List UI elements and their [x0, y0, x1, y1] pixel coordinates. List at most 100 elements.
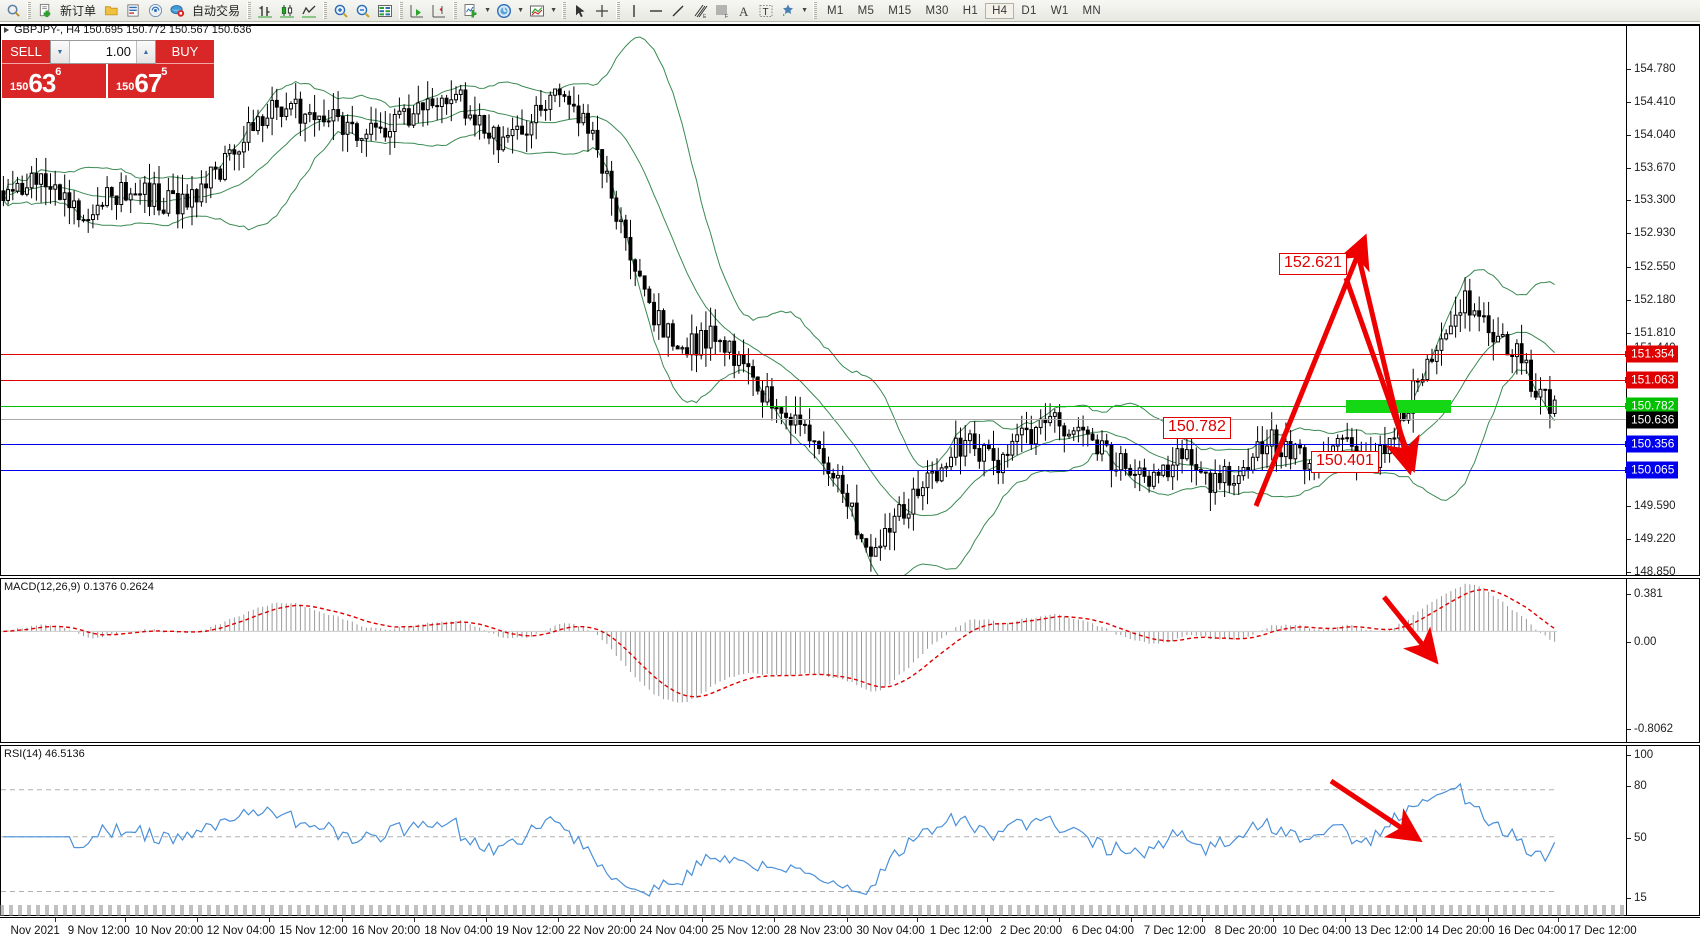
price-label-support-green[interactable]: 150.782: [1626, 397, 1679, 415]
time-axis-label: 30 Nov 04:00: [856, 925, 925, 937]
rsi-tick: 100: [1627, 749, 1653, 761]
timeframe-m30[interactable]: M30: [925, 4, 949, 17]
volume-decrease-icon[interactable]: ▼: [51, 41, 70, 63]
zoom-in-icon[interactable]: [330, 1, 352, 21]
volume-increase-icon[interactable]: ▲: [136, 41, 155, 63]
svg-text:F: F: [725, 14, 728, 19]
equidistant-channel-icon[interactable]: E: [689, 1, 711, 21]
buy-price-display[interactable]: 150 67 5: [108, 64, 214, 98]
time-axis-label: 17 Dec 12:00: [1568, 925, 1637, 937]
chevron-down-icon[interactable]: ▼: [801, 7, 808, 14]
time-axis-tick: [54, 918, 56, 922]
rsi-pane[interactable]: RSI(14) 46.5136 100 80 50 15: [0, 745, 1700, 916]
level-line-resistance-2[interactable]: [1, 377, 1631, 383]
price-chart-canvas[interactable]: 152.621 148.990 150.782 150.401 154.780 …: [1, 26, 1699, 575]
text-icon[interactable]: A: [733, 1, 755, 21]
volume-stepper[interactable]: ▼ 1.00 ▲: [50, 40, 156, 64]
price-label-resistance-1[interactable]: 151.354: [1626, 345, 1679, 363]
main-toolbar[interactable]: 新订单 自动交易: [0, 0, 1700, 22]
zoom-out-icon[interactable]: [352, 1, 374, 21]
price-label-resistance-2[interactable]: 151.063: [1626, 371, 1679, 389]
autotrading-icon[interactable]: [166, 1, 188, 21]
crosshair-icon[interactable]: [591, 1, 613, 21]
callout-green-zone[interactable]: 150.782: [1163, 417, 1231, 439]
one-click-trading-panel[interactable]: SELL ▼ 1.00 ▲ BUY 150 63 6 150 67 5: [2, 40, 214, 98]
signal-icon[interactable]: [144, 1, 166, 21]
chart-shift-icon[interactable]: [428, 1, 450, 21]
collapse-triangle-icon[interactable]: [4, 27, 9, 33]
autotrading-label[interactable]: 自动交易: [192, 4, 241, 18]
chevron-down-icon[interactable]: ▼: [484, 7, 491, 14]
time-axis-tick: [1558, 918, 1560, 922]
line-chart-icon[interactable]: [298, 1, 320, 21]
timeframe-mn[interactable]: MN: [1082, 4, 1102, 17]
candlestick-chart-icon[interactable]: [276, 1, 298, 21]
price-tick: 152.550: [1627, 261, 1676, 273]
sell-button[interactable]: SELL: [2, 40, 50, 64]
new-order-label[interactable]: 新订单: [60, 4, 97, 18]
timeframe-m5[interactable]: M5: [857, 4, 875, 17]
time-axis-label: 2 Dec 20:00: [1000, 925, 1063, 937]
pointer-icon[interactable]: [569, 1, 591, 21]
time-axis-label: 14 Dec 20:00: [1426, 925, 1495, 937]
callout-swing-high[interactable]: 152.621: [1279, 253, 1347, 275]
volume-input[interactable]: 1.00: [105, 44, 131, 59]
templates-icon[interactable]: [526, 1, 548, 21]
sell-price-fraction: 6: [55, 66, 62, 78]
horizontal-scrollbar[interactable]: [0, 905, 1628, 916]
callout-target[interactable]: 150.401: [1311, 451, 1379, 473]
horizontal-line-icon[interactable]: [645, 1, 667, 21]
price-chart-pane[interactable]: 152.621 148.990 150.782 150.401 154.780 …: [0, 24, 1700, 576]
time-axis-label: 8 Dec 20:00: [1214, 925, 1277, 937]
time-axis-tick: [196, 918, 198, 922]
macd-canvas[interactable]: MACD(12,26,9) 0.1376 0.2624 0.381 0.00 -…: [1, 579, 1699, 742]
folder-icon[interactable]: [100, 1, 122, 21]
chevron-down-icon[interactable]: ▼: [550, 7, 557, 14]
data-window-icon[interactable]: [374, 1, 396, 21]
new-order-icon[interactable]: [34, 1, 56, 21]
price-scale[interactable]: 154.780 154.410 154.040 153.670 153.300 …: [1626, 26, 1699, 575]
time-axis-tick: [341, 918, 343, 922]
sell-price-display[interactable]: 150 63 6: [2, 64, 108, 98]
chevron-down-icon[interactable]: ▼: [517, 7, 524, 14]
auto-scroll-icon[interactable]: [406, 1, 428, 21]
bar-chart-icon[interactable]: [254, 1, 276, 21]
price-tick: 154.780: [1627, 63, 1676, 75]
fibonacci-icon[interactable]: F: [711, 1, 733, 21]
indicators-icon[interactable]: [460, 1, 482, 21]
green-zone-rectangle[interactable]: [1346, 400, 1451, 413]
timeframe-h4[interactable]: H4: [985, 2, 1015, 19]
time-axis-tick: [1201, 918, 1203, 922]
periods-clock-icon[interactable]: [493, 1, 515, 21]
svg-text:E: E: [703, 14, 707, 19]
time-axis-tick: [414, 918, 416, 922]
time-axis-tick: [1488, 918, 1490, 922]
time-axis-tick: [1130, 918, 1132, 922]
terminal-icon[interactable]: [122, 1, 144, 21]
price-tick: 154.040: [1627, 129, 1676, 141]
buy-button[interactable]: BUY: [156, 40, 214, 64]
macd-pane[interactable]: MACD(12,26,9) 0.1376 0.2624 0.381 0.00 -…: [0, 578, 1700, 743]
macd-series: [1, 583, 1557, 703]
buy-price-big: 67: [134, 68, 162, 98]
timeframe-h1[interactable]: H1: [962, 4, 979, 17]
svg-text:A: A: [739, 4, 749, 19]
timeframe-m1[interactable]: M1: [827, 4, 844, 17]
text-label-icon[interactable]: T: [755, 1, 777, 21]
price-label-support-2[interactable]: 150.065: [1626, 461, 1679, 479]
timeframe-m15[interactable]: M15: [888, 4, 912, 17]
timeframe-w1[interactable]: W1: [1050, 4, 1069, 17]
cursor-hand-icon[interactable]: [2, 1, 24, 21]
trendline-icon[interactable]: [667, 1, 689, 21]
timeframe-d1[interactable]: D1: [1021, 4, 1037, 17]
toolbar-separator: [399, 2, 404, 19]
time-axis-label: 7 Dec 12:00: [1143, 925, 1206, 937]
level-line-support-2[interactable]: [1, 467, 1631, 473]
level-line-resistance-1[interactable]: [1, 351, 1631, 357]
rsi-canvas[interactable]: RSI(14) 46.5136 100 80 50 15: [1, 746, 1699, 915]
time-axis-tick: [629, 918, 631, 922]
price-label-support-1[interactable]: 150.356: [1626, 435, 1679, 453]
level-line-support-1[interactable]: [1, 441, 1631, 447]
vertical-line-icon[interactable]: [623, 1, 645, 21]
shapes-icon[interactable]: [777, 1, 799, 21]
